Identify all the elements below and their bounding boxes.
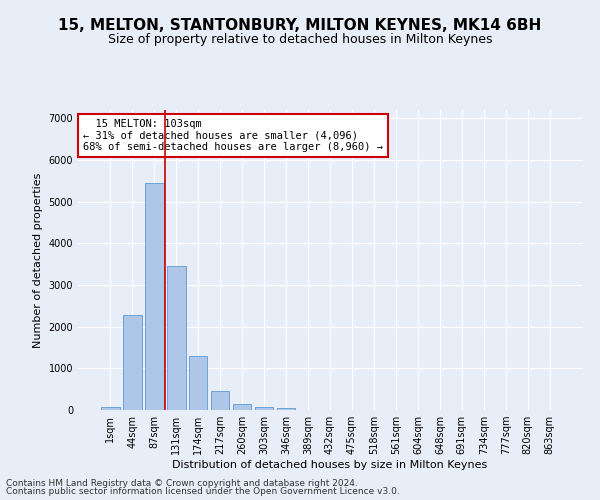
Text: Contains HM Land Registry data © Crown copyright and database right 2024.: Contains HM Land Registry data © Crown c… bbox=[6, 478, 358, 488]
X-axis label: Distribution of detached houses by size in Milton Keynes: Distribution of detached houses by size … bbox=[172, 460, 488, 470]
Text: Contains public sector information licensed under the Open Government Licence v3: Contains public sector information licen… bbox=[6, 487, 400, 496]
Bar bbox=[123, 315, 142, 410]
Text: 15, MELTON, STANTONBURY, MILTON KEYNES, MK14 6BH: 15, MELTON, STANTONBURY, MILTON KEYNES, … bbox=[58, 18, 542, 32]
Text: Size of property relative to detached houses in Milton Keynes: Size of property relative to detached ho… bbox=[108, 32, 492, 46]
Bar bbox=[189, 356, 208, 410]
Bar bbox=[167, 266, 185, 410]
Text: 15 MELTON: 103sqm
← 31% of detached houses are smaller (4,096)
68% of semi-detac: 15 MELTON: 103sqm ← 31% of detached hous… bbox=[83, 119, 383, 152]
Bar bbox=[255, 406, 274, 410]
Bar bbox=[145, 182, 164, 410]
Bar bbox=[233, 404, 251, 410]
Bar bbox=[211, 391, 229, 410]
Y-axis label: Number of detached properties: Number of detached properties bbox=[33, 172, 43, 348]
Bar bbox=[101, 406, 119, 410]
Bar bbox=[277, 408, 295, 410]
